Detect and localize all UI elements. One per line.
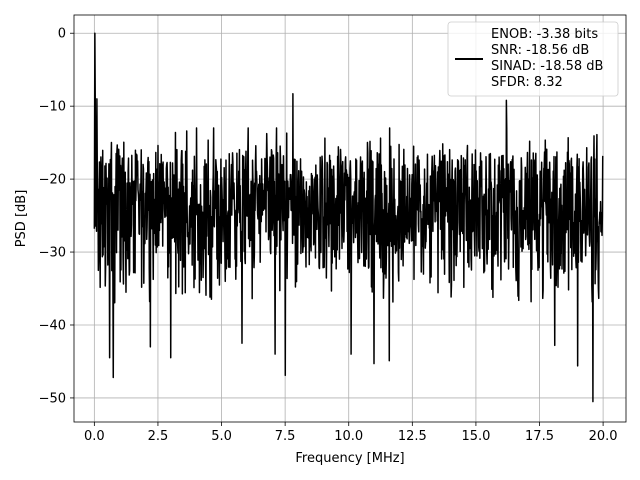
legend-sfdr: SFDR: 8.32 (491, 75, 563, 90)
legend-box (447, 21, 619, 97)
x-tick-label: 10.0 (334, 429, 363, 444)
y-tick-label: −40 (39, 318, 66, 333)
y-tick-label: −20 (39, 173, 66, 188)
x-tick-label: 15.0 (461, 429, 490, 444)
y-tick-label: −10 (39, 100, 66, 115)
x-tick-label: 17.5 (525, 429, 554, 444)
y-tick-label: −30 (39, 246, 66, 261)
data-series (93, 32, 604, 403)
x-tick-label: 2.5 (148, 429, 169, 444)
x-tick-label: 12.5 (398, 429, 427, 444)
x-tick-label: 20.0 (589, 429, 618, 444)
y-tick-label: −50 (39, 391, 66, 406)
legend-enob: ENOB: -3.38 bits (491, 27, 598, 42)
x-tick-label: 5.0 (211, 429, 232, 444)
y-axis-label: PSD [dB] (14, 190, 29, 248)
x-tick-label: 7.5 (275, 429, 296, 444)
y-tick-label: 0 (58, 27, 66, 42)
x-axis-label: Frequency [MHz] (295, 451, 404, 466)
legend-sinad: SINAD: -18.58 dB (491, 59, 603, 74)
psd-line (93, 32, 604, 403)
plot-frame (73, 14, 627, 423)
ticks: 0.0 2.5 5.0 7.5 10.0 12.5 15.0 17.5 20.0 0 −10 −20 −… (39, 27, 618, 444)
x-tick-label: 0.0 (84, 429, 105, 444)
legend-snr: SNR: -18.56 dB (491, 43, 589, 58)
legend: ENOB: -3.38 bits SNR: -18.56 dB SINAD: -… (447, 21, 619, 97)
